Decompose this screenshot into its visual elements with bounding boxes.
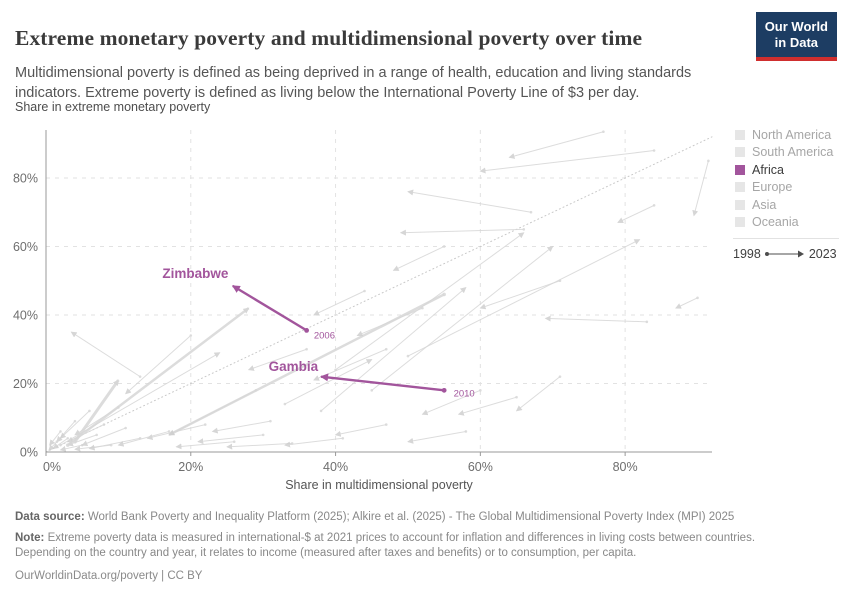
highlight-gambia[interactable]: Gambia 2010 [269,359,475,399]
legend-item-asia[interactable]: Asia [735,196,847,214]
chart-subtitle: Multidimensional poverty is defined as b… [15,64,692,101]
citation-link[interactable]: OurWorldinData.org/poverty | CC BY [15,569,203,582]
svg-text:40%: 40% [13,308,38,322]
legend-swatch [735,182,745,193]
owid-logo-line1: Our World [764,19,828,34]
page-title: Extreme monetary poverty and multidimens… [15,26,643,51]
legend-label: South America [752,145,834,160]
country-trend-lines [48,130,710,452]
country-label-gambia: Gambia [269,359,319,374]
svg-text:40%: 40% [323,460,348,474]
legend-label: Oceania [752,215,799,230]
data-source-text: World Bank Poverty and Inequality Platfo… [84,511,735,523]
owid-logo[interactable]: Our World in Data [755,12,837,61]
legend-item-africa[interactable]: Africa [735,161,847,179]
legend-item-north-america[interactable]: North America [735,126,847,144]
axes: 0% 20% 40% 60% 80% 0% 20% 40% 60% 80% [13,130,712,474]
year-label-gambia: 2010 [454,389,475,400]
data-source-line: Data source: World Bank Poverty and Ineq… [15,510,807,526]
data-source-label: Data source: [15,511,85,523]
y-axis-title: Share in extreme monetary poverty [15,100,211,114]
highlighted-countries[interactable]: Zimbabwe 2006 Gambia 2010 [162,266,474,400]
year-label-zimbabwe: 2006 [314,330,335,341]
note-label: Note: [15,531,45,544]
legend-item-europe[interactable]: Europe [735,179,847,197]
legend-label: Africa [752,162,784,177]
legend-swatch [735,164,745,175]
legend-label: North America [752,127,832,142]
gridlines [45,130,713,453]
legend-swatch [735,217,745,228]
svg-text:20%: 20% [178,460,203,474]
svg-text:60%: 60% [468,460,493,474]
svg-text:60%: 60% [13,240,38,254]
legend-swatch [735,147,745,158]
legend-label: Asia [752,197,777,212]
note-text: Extreme poverty data is measured in inte… [15,531,756,560]
continent-legend: North America South America Africa Europe As… [735,126,847,231]
time-period-legend: 1998 2023 [733,247,837,261]
legend-divider [733,238,839,239]
legend-swatch [735,199,745,210]
svg-text:0%: 0% [43,460,61,474]
svg-text:0%: 0% [20,446,38,460]
svg-text:80%: 80% [613,460,638,474]
scatter-plot[interactable]: 0% 20% 40% 60% 80% 0% 20% 40% 60% 80% Zimbabwe 200… [0,118,850,492]
svg-text:20%: 20% [13,377,38,391]
owid-logo-line2: in Data [774,35,819,51]
period-start-year: 1998 [733,247,761,261]
x-axis-title: Share in multidimensional poverty [285,478,473,492]
country-label-zimbabwe: Zimbabwe [162,266,229,281]
era-arrow-icon [764,250,804,258]
highlight-zimbabwe[interactable]: Zimbabwe 2006 [162,266,335,341]
svg-text:80%: 80% [13,171,38,185]
legend-swatch [735,129,745,140]
period-end-year: 2023 [808,247,837,261]
legend-label: Europe [752,180,793,195]
chart-footer: Data source: World Bank Poverty and Ineq… [15,510,807,584]
legend-item-oceania[interactable]: Oceania [735,214,847,232]
legend-item-south-america[interactable]: South America [735,144,847,162]
note-line: Note: Extreme poverty data is measured i… [15,531,807,562]
